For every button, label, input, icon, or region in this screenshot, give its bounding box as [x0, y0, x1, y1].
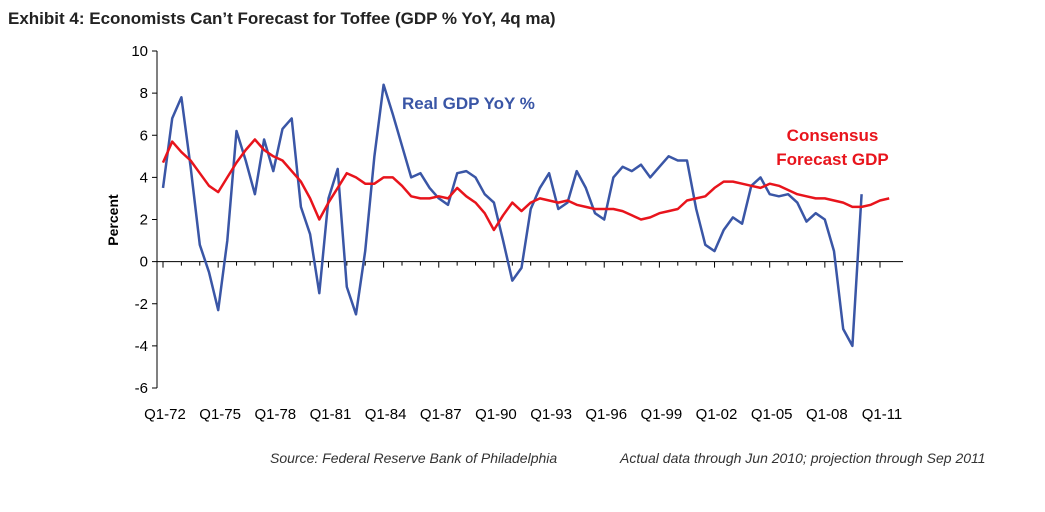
x-tick-label: Q1-84	[365, 406, 407, 423]
series-label: Consensus Forecast GDP	[776, 126, 889, 169]
note: Actual data through Jun 2010; projection…	[620, 450, 986, 466]
x-tick-label: Q1-99	[641, 406, 683, 423]
y-tick-label: 2	[140, 212, 148, 229]
y-tick-label: 8	[140, 85, 148, 102]
data-line	[161, 138, 890, 232]
y-tick-label: 10	[131, 43, 148, 60]
y-tick-label: 0	[140, 254, 148, 271]
x-tick-label: Q1-87	[420, 406, 462, 423]
source-note: Source: Federal Reserve Bank of Philadel…	[270, 450, 558, 466]
y-axis-label: Percent	[105, 194, 121, 246]
x-tick-label: Q1-75	[199, 406, 241, 423]
data-line	[161, 83, 863, 348]
x-tick-label: Q1-90	[475, 406, 517, 423]
x-tick-label: Q1-81	[310, 406, 352, 423]
y-tick-label: -6	[135, 380, 148, 397]
series-label: Real GDP YoY %	[402, 94, 535, 113]
x-tick-label: Q1-05	[751, 406, 793, 423]
chart-title: Exhibit 4: Economists Can’t Forecast for…	[8, 9, 556, 28]
x-tick-label: Q1-78	[254, 406, 296, 423]
y-tick-label: -2	[135, 296, 148, 313]
x-tick-label: Q1-96	[585, 406, 627, 423]
y-tick-label: 6	[140, 127, 148, 144]
x-tick-label: Q1-93	[530, 406, 572, 423]
y-tick-label: -4	[135, 338, 148, 355]
x-tick-label: Q1-72	[144, 406, 186, 423]
x-tick-label: Q1-02	[696, 406, 738, 423]
x-tick-label: Q1-11	[862, 406, 903, 423]
y-tick-label: 4	[140, 169, 148, 186]
x-tick-label: Q1-08	[806, 406, 848, 423]
